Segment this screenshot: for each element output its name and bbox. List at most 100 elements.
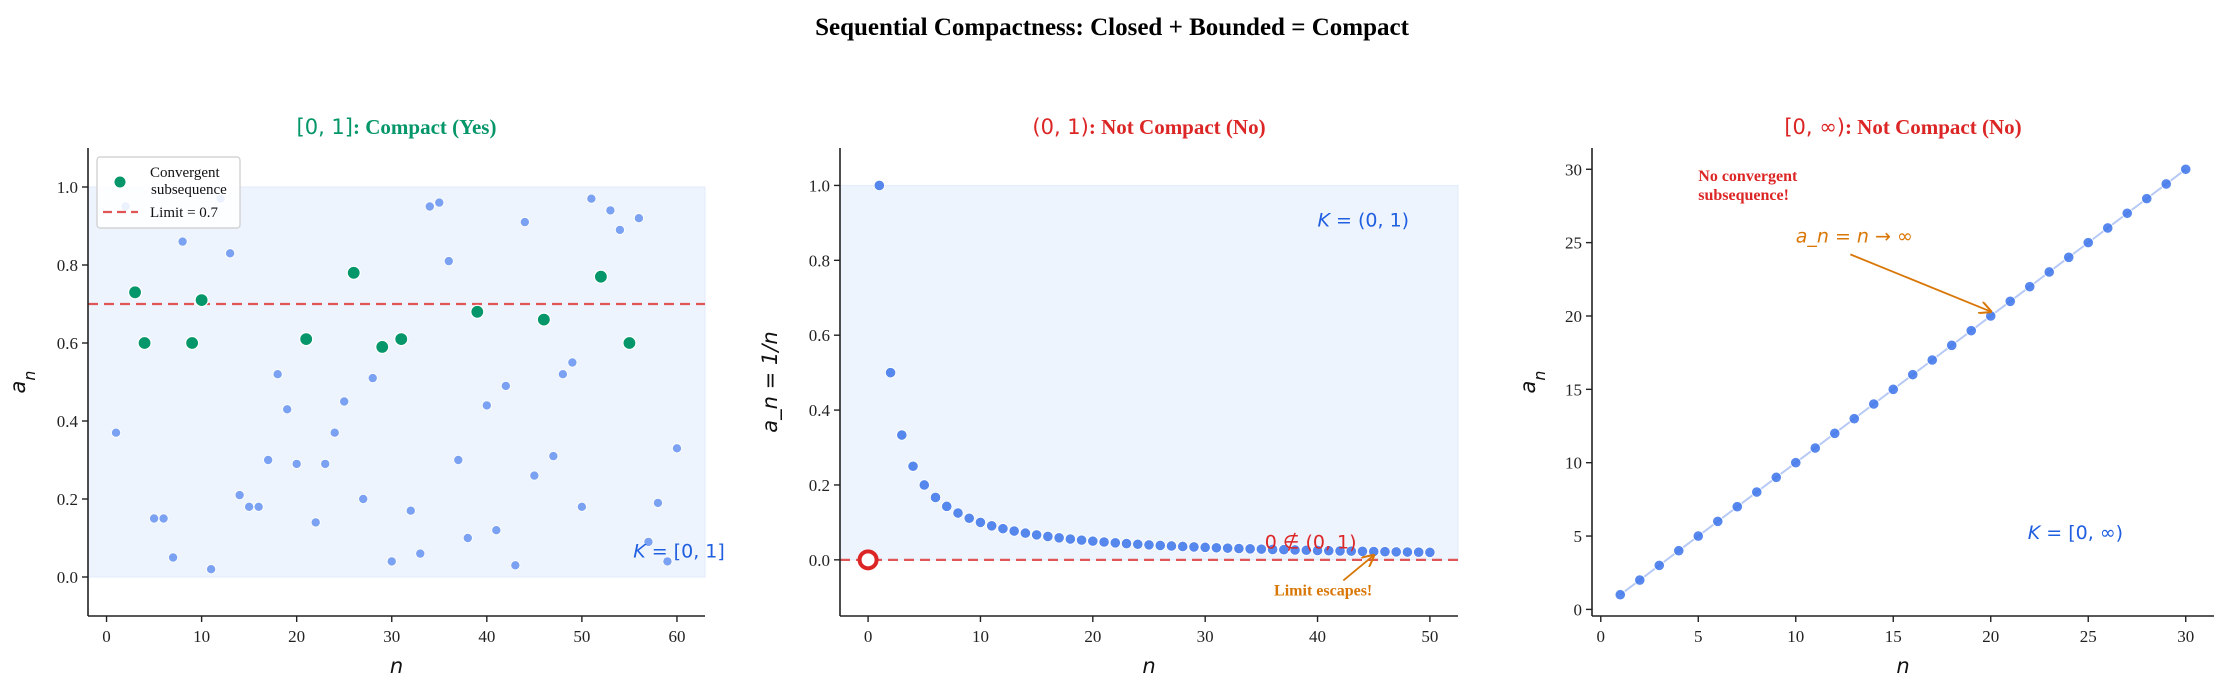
sequence-point — [2160, 178, 2172, 190]
x-tick-label: 40 — [478, 627, 495, 646]
x-tick-label: 5 — [1694, 627, 1703, 646]
sequence-point — [557, 369, 568, 380]
annotation-text: 0 ∉ (0, 1) — [1265, 532, 1357, 554]
sequence-point — [974, 516, 987, 529]
sequence-point — [1712, 515, 1724, 527]
sequence-point — [415, 548, 426, 559]
annotation-text: K = [0, ∞) — [2028, 522, 2123, 544]
sequence-point — [633, 213, 644, 224]
sequence-point — [1379, 546, 1391, 558]
sequence-point — [963, 512, 975, 524]
sequence-point — [1289, 544, 1301, 556]
x-tick-label: 50 — [1421, 627, 1438, 646]
sequence-point — [2141, 193, 2153, 205]
subsequence-point — [194, 293, 209, 308]
sequence-point — [168, 552, 179, 563]
sequence-point — [1210, 542, 1223, 554]
panel-2: (0, 1): Not Compact (No) 0 10 20 30 40 50 0.0 0.… — [758, 115, 1459, 678]
subsequence-point — [299, 332, 314, 347]
sequence-point — [529, 470, 540, 481]
annotation-text: subsequence! — [1698, 187, 1789, 204]
y-tick-label: 0 — [1574, 600, 1583, 619]
sequence-point — [1109, 537, 1121, 549]
subsequence-point — [470, 304, 485, 319]
legend-marker-subsequence — [114, 176, 126, 188]
x-tick-label: 10 — [972, 627, 989, 646]
y-tick-label: 0.0 — [809, 551, 830, 570]
subsequence-point — [375, 339, 390, 354]
y-axis-label: an — [1516, 371, 1549, 394]
sequence-point — [291, 458, 302, 469]
sequence-point — [491, 525, 502, 536]
y-tick-label: 10 — [1565, 454, 1582, 473]
sequence-point — [158, 513, 169, 524]
y-tick-label: 0.6 — [809, 326, 830, 345]
subsequence-point — [137, 335, 152, 351]
panel-1: [0, 1]: Compact (Yes) 0 10 20 30 40 50 60 0.0 0.2… — [6, 115, 725, 678]
sequence-point — [1064, 533, 1076, 545]
sequence-point — [997, 523, 1009, 535]
sequence-point — [1334, 545, 1346, 557]
sequence-point — [614, 224, 625, 235]
annotation-text: K = [0, 1] — [633, 541, 725, 563]
x-tick-label: 40 — [1309, 627, 1326, 646]
sequence-point — [605, 205, 616, 216]
x-tick-label: 30 — [383, 627, 400, 646]
sequence-point — [1731, 501, 1743, 513]
y-tick-label: 0.4 — [57, 412, 79, 431]
sequence-point — [234, 490, 245, 501]
sequence-point — [2082, 237, 2094, 249]
y-tick-label: 30 — [1565, 160, 1582, 179]
panel-3: [0, ∞): Not Compact (No) 0 5 10 15 20 25 30 0 5 10… — [1516, 115, 2214, 678]
annotation-arrow — [1850, 253, 1990, 311]
sequence-point — [462, 533, 473, 544]
y-tick-label: 0.2 — [809, 476, 830, 495]
sequence-point — [1042, 530, 1054, 543]
sequence-point — [1031, 529, 1043, 541]
sequence-point — [576, 501, 587, 512]
sequence-point — [1809, 442, 1821, 454]
sequence-point — [2121, 207, 2133, 219]
sequence-point — [500, 380, 511, 391]
x-tick-label: 30 — [2177, 627, 2194, 646]
sequence-point — [1053, 532, 1065, 544]
sequence-point — [1673, 545, 1685, 557]
set-region-shading — [839, 184, 1459, 561]
sequence-point — [1345, 545, 1357, 557]
y-tick-label: 0.2 — [57, 490, 78, 509]
annotation-text: K = (0, 1) — [1318, 210, 1410, 232]
sequence-point — [310, 517, 321, 528]
panel-title-set: [0, ∞) — [1784, 115, 1845, 139]
x-tick-label: 0 — [864, 627, 873, 646]
sequence-point — [918, 479, 930, 491]
sequence-point — [320, 458, 331, 469]
panel-title-text: : Compact (Yes) — [353, 115, 496, 139]
annotation-arrow — [1342, 555, 1373, 582]
sequence-point — [1424, 546, 1436, 558]
sequence-point — [662, 556, 673, 567]
sequence-point — [1177, 540, 1189, 553]
sequence-point — [2180, 163, 2192, 175]
x-tick-label: 10 — [1787, 627, 1804, 646]
sequence-point — [244, 501, 255, 512]
sequence-point — [329, 427, 340, 438]
panel-title: [0, 1]: Compact (Yes) — [297, 115, 497, 139]
sequence-point — [225, 248, 236, 259]
sequence-point — [510, 560, 521, 571]
sequence-point — [2102, 222, 2114, 234]
sequence-point — [986, 520, 998, 532]
sequence-point — [548, 451, 559, 462]
sequence-point — [1614, 589, 1626, 601]
x-tick-label: 20 — [288, 627, 305, 646]
x-tick-label: 50 — [573, 627, 590, 646]
y-tick-label: 0.8 — [57, 256, 78, 275]
set-region-shading — [87, 186, 706, 578]
panel-title-set: (0, 1) — [1032, 115, 1088, 139]
sequence-point — [1244, 543, 1256, 555]
sequence-point — [1356, 545, 1369, 557]
sequence-point — [1087, 535, 1099, 547]
sequence-point — [941, 500, 953, 512]
sequence-point — [2063, 251, 2075, 263]
sequence-point — [1907, 369, 1919, 381]
